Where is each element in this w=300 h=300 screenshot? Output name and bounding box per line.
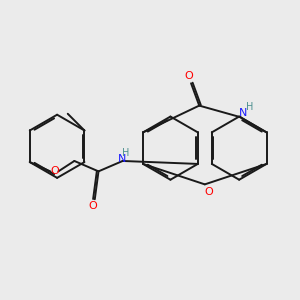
Text: O: O — [51, 167, 59, 176]
Text: O: O — [204, 187, 213, 197]
Text: H: H — [122, 148, 130, 158]
Text: N: N — [239, 108, 248, 118]
Text: N: N — [118, 154, 126, 164]
Text: O: O — [88, 201, 97, 211]
Text: O: O — [185, 71, 194, 81]
Text: H: H — [246, 102, 253, 112]
